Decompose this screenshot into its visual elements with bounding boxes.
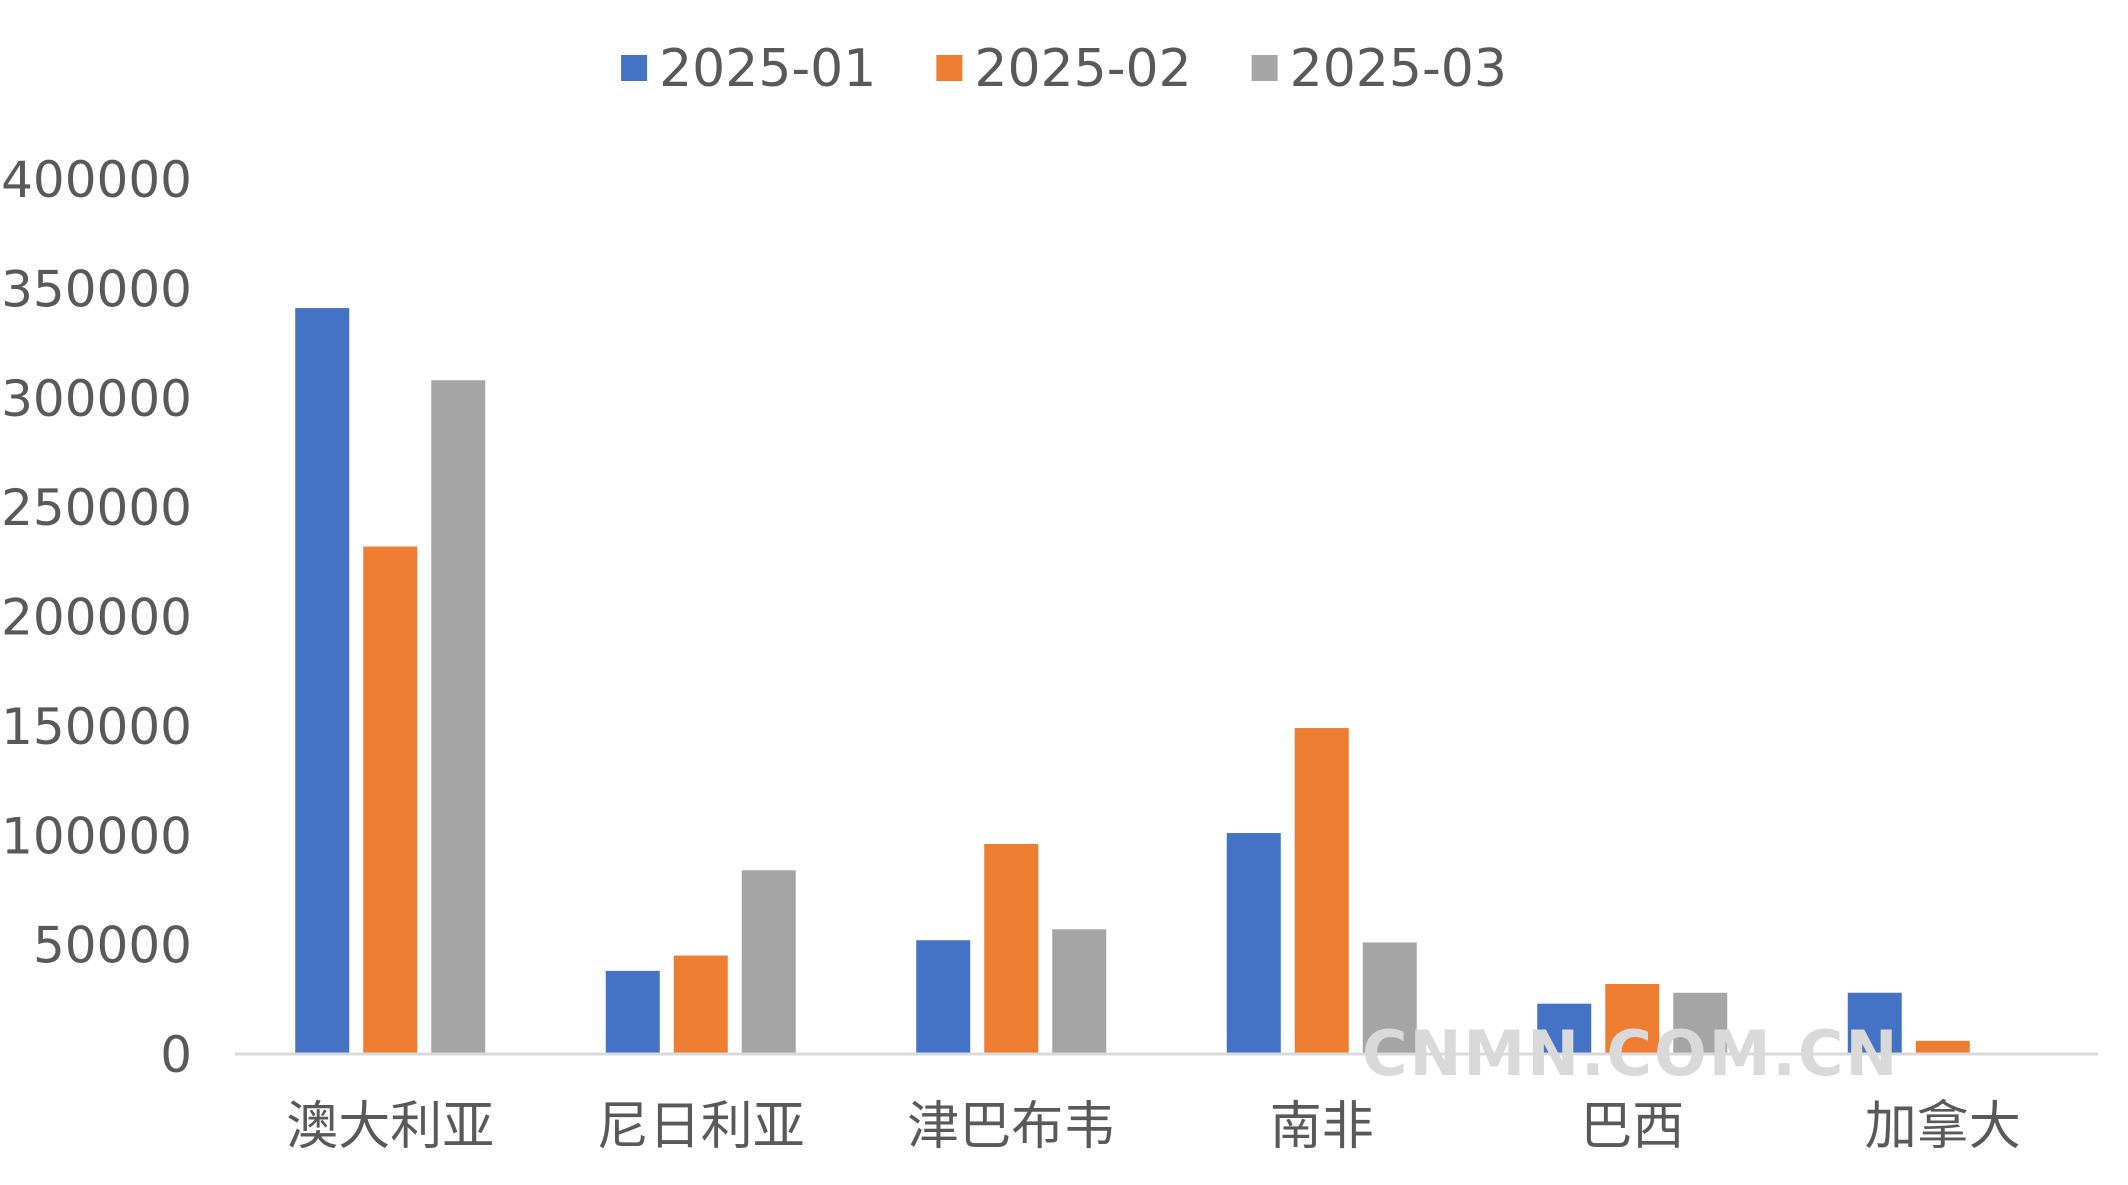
x-axis: 澳大利亚 尼日利亚 津巴布韦 南非 巴西 加拿大: [286, 1097, 2021, 1157]
bar: [1673, 992, 1728, 1054]
y-tick-label: 50000: [33, 917, 192, 975]
bar: [916, 940, 971, 1054]
bar: [984, 844, 1039, 1054]
bar: [1915, 1040, 1970, 1054]
bar: [1847, 992, 1902, 1054]
x-category-label: 澳大利亚: [286, 1097, 494, 1157]
legend-label: 2025-03: [1290, 39, 1507, 99]
bar: [605, 970, 660, 1054]
bar-group: [605, 870, 796, 1054]
x-category-label: 巴西: [1580, 1097, 1684, 1157]
bar: [1362, 942, 1417, 1054]
legend-swatch: [1251, 55, 1278, 81]
y-tick-label: 250000: [1, 479, 192, 537]
x-category-label: 尼日利亚: [597, 1097, 805, 1157]
bar: [431, 380, 486, 1054]
bar-group: [916, 844, 1107, 1054]
bar-group: [1847, 992, 1970, 1054]
bar-group: [1226, 728, 1417, 1054]
bar: [741, 870, 796, 1054]
y-tick-label: 350000: [1, 260, 192, 318]
x-category-label: 津巴布韦: [907, 1097, 1115, 1157]
watermark: CNMN.COM.CN: [1362, 1017, 1899, 1090]
y-axis: 0 50000 100000 150000 200000 250000 300000 3500…: [1, 151, 192, 1084]
legend-item: 2025-03: [1251, 39, 1507, 99]
legend-swatch: [936, 55, 963, 81]
legend-label: 2025-01: [659, 39, 876, 99]
legend-swatch: [621, 55, 648, 81]
bar: [363, 546, 418, 1054]
y-tick-label: 400000: [1, 151, 192, 209]
bar: [295, 308, 350, 1054]
bar-group: [295, 308, 486, 1054]
bar: [673, 955, 728, 1054]
bar: [1052, 929, 1107, 1054]
bar: [1226, 833, 1281, 1054]
y-tick-label: 150000: [1, 698, 192, 756]
legend: 2025-01 2025-02 2025-03: [621, 39, 1507, 99]
bar: [1294, 728, 1349, 1054]
x-category-label: 南非: [1270, 1097, 1374, 1157]
y-tick-label: 300000: [1, 370, 192, 428]
legend-item: 2025-02: [936, 39, 1192, 99]
bar-group: [1537, 984, 1728, 1054]
y-tick-label: 0: [160, 1026, 192, 1084]
legend-item: 2025-01: [621, 39, 876, 99]
y-tick-label: 200000: [1, 589, 192, 647]
y-tick-label: 100000: [1, 807, 192, 865]
bars: [295, 308, 1970, 1054]
bar: [1537, 1003, 1592, 1054]
x-category-label: 加拿大: [1865, 1097, 2021, 1157]
bar: [1605, 984, 1660, 1054]
legend-label: 2025-02: [974, 39, 1191, 99]
